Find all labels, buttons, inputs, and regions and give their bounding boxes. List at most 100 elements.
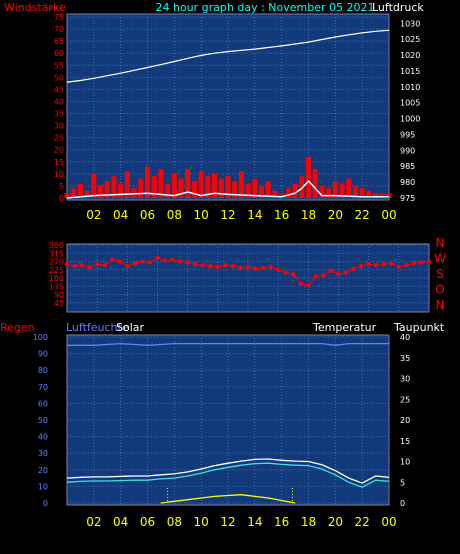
wind-bar	[111, 176, 117, 198]
left-tick-label: 40	[54, 97, 64, 106]
right-tick-label: 975	[400, 194, 415, 203]
solar-label: Solar	[116, 321, 145, 334]
right-tick-label: 1015	[400, 67, 420, 76]
right-tick-label: 1025	[400, 35, 420, 44]
wind-bar	[312, 169, 318, 198]
wind-bar	[151, 176, 157, 198]
direction-line	[66, 257, 430, 286]
hour-label: 00	[381, 208, 396, 222]
hour-label: 10	[194, 515, 209, 529]
direction-tick-label: 270	[49, 258, 64, 267]
temp-tick-label: 5	[400, 478, 405, 487]
wind-bar	[299, 176, 305, 198]
wind-bar	[252, 178, 258, 198]
right-tick-label: 1010	[400, 83, 420, 92]
luftfeuchte-label: Luftfeuchte	[66, 321, 129, 334]
hour-label: 00	[381, 515, 396, 529]
left-tick-label: 70	[54, 25, 64, 34]
wind-bar	[279, 193, 285, 198]
humidity-tick-label: 20	[38, 466, 48, 475]
left-tick-label: 20	[54, 146, 64, 155]
humidity-tick-label: 80	[38, 366, 48, 375]
wind-bar	[346, 178, 352, 198]
temp-tick-label: 30	[400, 375, 410, 384]
compass-letter: N	[436, 236, 445, 250]
wind-bar	[118, 183, 124, 198]
hour-label: 12	[220, 515, 235, 529]
wind-bar	[191, 181, 197, 198]
left-tick-label: 25	[54, 134, 64, 143]
left-tick-label: 30	[54, 122, 64, 131]
right-tick-label: 1020	[400, 51, 420, 60]
right-tick-label: 980	[400, 178, 415, 187]
hour-label: 18	[301, 208, 316, 222]
temp-tick-label: 25	[400, 395, 410, 404]
right-tick-label: 1005	[400, 99, 420, 108]
temp-tick-label: 0	[400, 499, 405, 508]
hour-label: 04	[113, 515, 128, 529]
hour-label: 22	[355, 208, 370, 222]
wind-bar	[265, 181, 271, 198]
wind-bar	[145, 166, 150, 198]
wind-bar	[366, 190, 372, 198]
wind-bar	[158, 169, 164, 198]
tick-labels: 7570656055504540353025201510501030102510…	[33, 13, 446, 529]
left-tick-label: 5	[59, 182, 64, 191]
wind-bar	[185, 169, 191, 198]
left-tick-label: 75	[54, 13, 64, 22]
left-tick-label: 10	[54, 170, 64, 179]
hour-label: 14	[247, 208, 262, 222]
direction-tick-label: 225	[49, 266, 64, 275]
left-tick-label: 55	[54, 61, 64, 70]
humidity-tick-label: 0	[43, 499, 48, 508]
left-tick-label: 35	[54, 110, 64, 119]
humidity-tick-label: 100	[33, 333, 48, 342]
compass-letter: O	[435, 283, 444, 297]
hour-label: 14	[247, 515, 262, 529]
temp-tick-label: 35	[400, 354, 410, 363]
left-tick-label: 60	[54, 49, 64, 58]
wind-bar	[138, 178, 144, 198]
wind-bar	[306, 156, 311, 198]
wind-bar	[379, 193, 385, 198]
right-tick-label: 1030	[400, 19, 420, 28]
hour-label: 18	[301, 515, 316, 529]
humidity-tick-label: 70	[38, 383, 48, 392]
compass-letter: S	[436, 267, 444, 281]
wind-bar	[171, 173, 177, 198]
hour-label: 02	[86, 515, 101, 529]
temp-tick-label: 10	[400, 458, 410, 467]
right-tick-label: 1000	[400, 115, 420, 124]
chart-title: 24 hour graph day : November 05 2021	[155, 1, 374, 14]
hour-label: 20	[328, 515, 343, 529]
wind-bar	[205, 176, 211, 198]
regen-label: Regen	[0, 321, 35, 334]
luftdruck-label: Luftdruck	[372, 1, 424, 14]
grid-lines	[67, 14, 430, 505]
hour-label: 08	[167, 515, 182, 529]
left-tick-label: 15	[54, 158, 64, 167]
series-marks	[64, 29, 432, 504]
temperatur-label: Temperatur	[312, 321, 377, 334]
solar-line	[160, 494, 296, 504]
dewpoint-line	[66, 462, 390, 488]
wind-bar	[285, 188, 291, 198]
wind-bar	[212, 173, 218, 198]
humidity-tick-label: 10	[38, 482, 48, 491]
hour-label: 02	[86, 208, 101, 222]
humidity-tick-label: 60	[38, 399, 48, 408]
humidity-tick-label: 50	[38, 416, 48, 425]
wind-bar	[272, 190, 278, 198]
wind-bar	[84, 190, 90, 198]
wind-bar	[124, 171, 130, 198]
direction-tick-label: 135	[49, 282, 64, 291]
pressure-line	[66, 29, 390, 83]
windstaerke-label: Windstärke	[4, 1, 66, 14]
wind-bar	[339, 183, 345, 198]
direction-tick-label: 90	[54, 291, 64, 300]
temp-tick-label: 20	[400, 416, 410, 425]
right-tick-label: 995	[400, 130, 415, 139]
right-tick-label: 990	[400, 146, 415, 155]
hour-label: 16	[274, 515, 289, 529]
